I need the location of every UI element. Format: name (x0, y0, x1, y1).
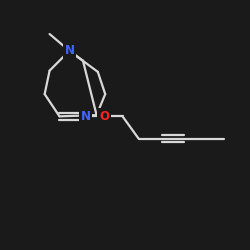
Text: N: N (80, 110, 90, 123)
Text: N: N (64, 44, 74, 57)
Text: O: O (99, 110, 109, 123)
